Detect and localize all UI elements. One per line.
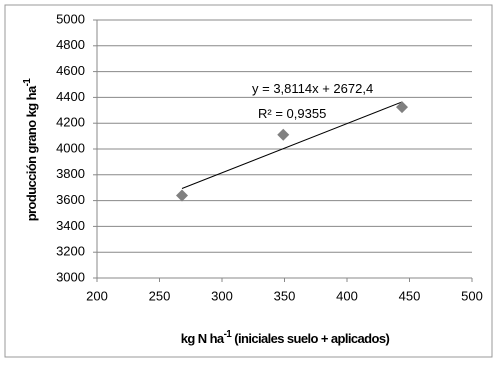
y-tick-label: 4800	[56, 37, 85, 52]
x-tick-label: 300	[211, 288, 233, 303]
y-tick-label: 3200	[56, 244, 85, 259]
y-tick-label: 3400	[56, 218, 85, 233]
x-tick-label: 250	[149, 288, 171, 303]
y-tick-label: 3600	[56, 192, 85, 207]
x-tick-label: 450	[399, 288, 421, 303]
x-axis-title: kg N ha-1 (iniciales suelo + aplicados)	[181, 329, 390, 346]
y-tick-label: 4600	[56, 63, 85, 78]
y-axis-title: producción grano kg ha-1	[22, 78, 39, 222]
y-tick-label: 4000	[56, 140, 85, 155]
data-point	[176, 189, 188, 202]
y-tick-label: 4400	[56, 89, 85, 104]
trendline	[181, 101, 403, 189]
x-tick-label: 500	[461, 288, 483, 303]
x-tick-label: 400	[336, 288, 358, 303]
y-tick-label: 5000	[56, 11, 85, 26]
data-point	[277, 128, 290, 141]
x-tick-label: 200	[86, 288, 108, 303]
y-tick-label: 4200	[56, 115, 85, 130]
y-tick-label: 3000	[56, 269, 85, 284]
r-squared: R² = 0,9355	[258, 106, 326, 121]
trendline-equation: y = 3,8114x + 2672,4	[252, 81, 373, 96]
y-tick-label: 3800	[56, 166, 85, 181]
data-point	[396, 101, 408, 114]
x-tick-label: 350	[274, 288, 296, 303]
chart-border	[4, 4, 493, 358]
